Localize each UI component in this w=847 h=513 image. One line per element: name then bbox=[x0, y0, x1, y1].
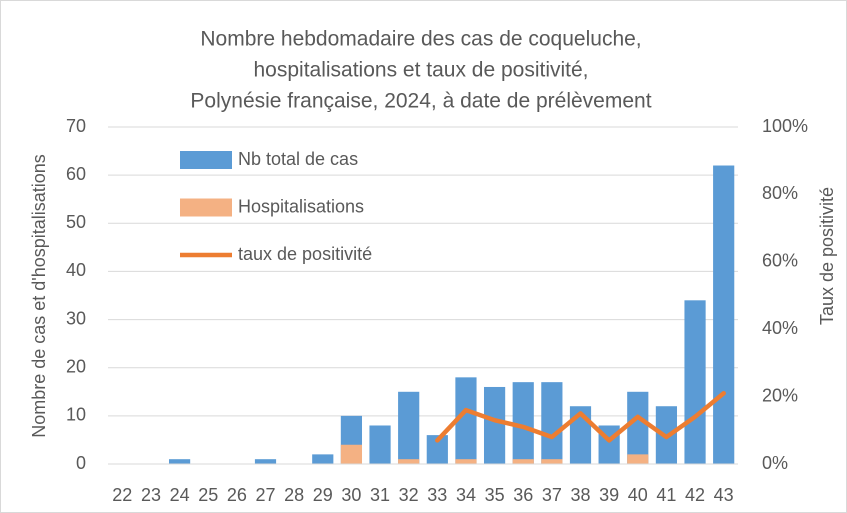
y2-tick-label: 100% bbox=[762, 116, 808, 136]
x-tick-label: 33 bbox=[427, 485, 447, 505]
y-tick-label: 50 bbox=[66, 212, 86, 232]
y-axis-label: Nombre de cas et d'hospitalisations bbox=[29, 154, 49, 438]
y-tick-label: 40 bbox=[66, 260, 86, 280]
x-tick-label: 22 bbox=[112, 485, 132, 505]
bar bbox=[483, 386, 506, 464]
x-tick-label: 36 bbox=[513, 485, 533, 505]
bar bbox=[512, 382, 534, 464]
line bbox=[435, 390, 726, 443]
x-tick-label: 37 bbox=[542, 485, 562, 505]
x-tick-label: 41 bbox=[656, 485, 676, 505]
bar bbox=[541, 459, 563, 464]
bar bbox=[627, 391, 649, 464]
y2-tick-label: 80% bbox=[762, 183, 798, 203]
x-tick-label: 23 bbox=[141, 485, 161, 505]
bar bbox=[254, 459, 277, 464]
bar bbox=[426, 435, 448, 464]
bar bbox=[369, 425, 391, 464]
y2-tick-label: 20% bbox=[762, 385, 798, 405]
x-tick-label: 30 bbox=[341, 485, 361, 505]
bar bbox=[398, 459, 420, 464]
y-tick-label: 30 bbox=[66, 308, 86, 328]
legend-label: Hospitalisations bbox=[238, 196, 364, 216]
legend-label: taux de positivité bbox=[238, 244, 372, 264]
bar bbox=[312, 454, 334, 464]
y2-tick-label: 40% bbox=[762, 318, 798, 338]
x-tick-label: 39 bbox=[599, 485, 619, 505]
bar bbox=[627, 454, 649, 464]
x-tick-label: 32 bbox=[399, 485, 419, 505]
x-tick-label: 40 bbox=[628, 485, 648, 505]
bar bbox=[512, 459, 534, 464]
chart-title: Polynésie française, 2024, à date de pré… bbox=[190, 90, 651, 113]
bar bbox=[340, 444, 363, 464]
legend-swatch bbox=[180, 198, 232, 217]
x-tick-label: 34 bbox=[456, 485, 476, 505]
bar bbox=[398, 391, 420, 464]
y2-axis-label: Taux de positivité bbox=[817, 187, 837, 325]
y-tick-label: 10 bbox=[66, 405, 86, 425]
legend-label: Nb total de cas bbox=[238, 149, 358, 169]
x-tick-label: 31 bbox=[370, 485, 390, 505]
y-tick-label: 0 bbox=[76, 453, 86, 473]
y2-tick-label: 0% bbox=[762, 453, 788, 473]
x-tick-label: 24 bbox=[170, 485, 190, 505]
x-tick-label: 42 bbox=[685, 485, 705, 505]
legend-swatch bbox=[180, 151, 232, 169]
y2-tick-label: 60% bbox=[762, 251, 798, 271]
y-tick-label: 70 bbox=[66, 116, 86, 136]
bar bbox=[541, 382, 563, 464]
bar bbox=[455, 377, 477, 464]
x-tick-label: 35 bbox=[485, 485, 505, 505]
x-tick-label: 38 bbox=[570, 485, 590, 505]
y-tick-label: 60 bbox=[66, 164, 86, 184]
chart-title: Nombre hebdomadaire des cas de coqueluch… bbox=[200, 28, 641, 51]
x-tick-label: 43 bbox=[714, 485, 734, 505]
bar bbox=[455, 459, 477, 464]
y-tick-label: 20 bbox=[66, 356, 86, 376]
bar bbox=[713, 165, 735, 464]
bar bbox=[684, 300, 706, 464]
x-tick-label: 28 bbox=[284, 485, 304, 505]
chart-title: hospitalisations et taux de positivité, bbox=[253, 59, 588, 82]
x-tick-label: 29 bbox=[313, 485, 333, 505]
x-tick-label: 25 bbox=[198, 485, 218, 505]
bar bbox=[168, 459, 191, 464]
x-tick-label: 26 bbox=[227, 485, 247, 505]
x-tick-label: 27 bbox=[255, 485, 275, 505]
